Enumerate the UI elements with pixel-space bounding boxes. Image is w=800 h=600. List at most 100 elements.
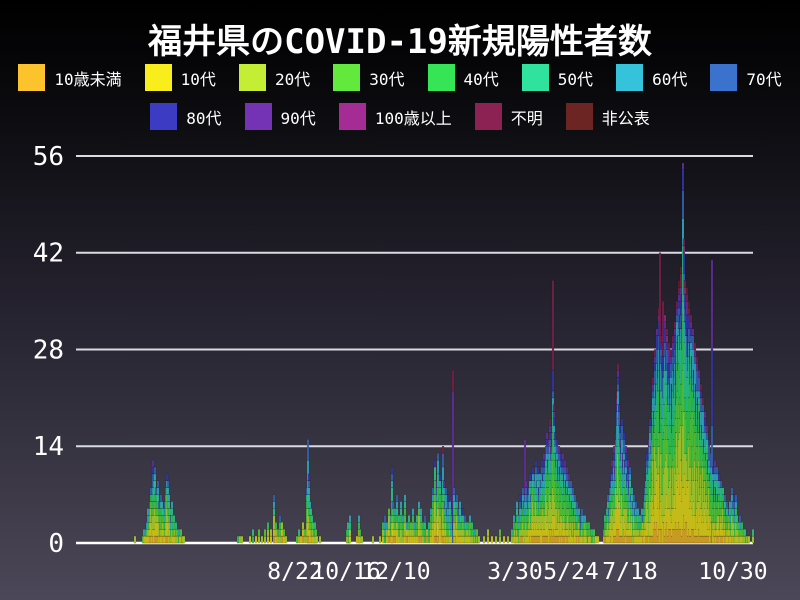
stacked-bar-segment (179, 528, 183, 537)
stacked-bar-segment (561, 459, 565, 468)
stacked-bar-segment (266, 535, 270, 544)
stacked-bar-segment (407, 515, 411, 523)
stacked-bar-segment (433, 480, 437, 495)
stacked-bar-segment (413, 535, 417, 544)
stacked-bar-segment (626, 473, 630, 482)
stacked-bar-segment (393, 528, 397, 537)
stacked-bar-segment (399, 501, 403, 509)
stacked-bar-segment (531, 480, 535, 488)
y-tick-14: 14 (33, 432, 64, 462)
stacked-bar-segment (393, 522, 397, 530)
stacked-bar-segment (436, 473, 440, 488)
stacked-bar-segment (459, 515, 463, 523)
stacked-bar-segment (397, 528, 401, 537)
stacked-bar-segment (620, 439, 624, 454)
stacked-bar-segment (436, 508, 440, 523)
stacked-bar-segment (357, 522, 361, 530)
stacked-bar-segment (687, 314, 691, 329)
stacked-bar-segment (399, 522, 403, 530)
stacked-bar-segment (407, 535, 411, 544)
stacked-bar-segment (730, 494, 734, 502)
stacked-bar-segment (603, 515, 607, 523)
stacked-bar-segment (456, 508, 460, 516)
stacked-bar-segment (551, 280, 555, 371)
stacked-bar-segment (399, 528, 403, 544)
stacked-bar-segment (307, 473, 311, 482)
stacked-bar-segment (717, 494, 721, 502)
stacked-bar-segment (156, 487, 160, 495)
stacked-bar-segment (348, 528, 352, 537)
stacked-bar-segment (421, 528, 425, 537)
stacked-bar-segment (385, 522, 389, 530)
x-tick-3/30: 3/30 (487, 559, 542, 585)
stacked-bar-segment (429, 535, 433, 544)
stacked-bar-segment (156, 480, 160, 488)
stacked-bar-segment (438, 515, 442, 530)
stacked-bar-segment (669, 363, 673, 378)
stacked-bar-segment (710, 349, 714, 426)
stacked-bar-segment (383, 522, 387, 530)
stacked-bar-segment (295, 535, 299, 544)
stacked-bar-segment (512, 515, 516, 523)
stacked-bar-segment (538, 473, 542, 482)
stacked-bar-segment (575, 515, 579, 523)
stacked-bar-segment (153, 466, 157, 475)
stacked-bar-segment (689, 342, 693, 350)
stacked-bar-segment (573, 494, 577, 502)
legend-item-80代: 80代 (150, 103, 222, 130)
stacked-bar-segment (415, 528, 419, 537)
stacked-bar-segment (645, 452, 649, 461)
stacked-bar-segment (596, 535, 600, 544)
stacked-bar-segment (587, 522, 591, 530)
stacked-bar-segment (397, 535, 401, 544)
stacked-bar-segment (466, 522, 470, 530)
stacked-bar-segment (612, 452, 616, 461)
stacked-bar-segment (307, 487, 311, 495)
stacked-bar-segment (240, 535, 244, 544)
stacked-bar-segment (461, 508, 465, 516)
stacked-bar-segment (685, 287, 689, 295)
stacked-bar-segment (409, 528, 413, 537)
stacked-bar-segment (436, 522, 440, 537)
stacked-bar-segment (606, 501, 610, 509)
y-tick-42: 42 (33, 239, 64, 269)
stacked-bar-segment (695, 370, 699, 392)
stacked-bar-segment (444, 487, 448, 495)
stacked-bar-segment (278, 522, 282, 530)
stacked-bar-segment (142, 528, 146, 537)
stacked-bar-segment (551, 370, 555, 392)
stacked-bar-segment (395, 501, 399, 509)
stacked-bar-segment (453, 501, 457, 509)
stacked-bar-segment (506, 535, 510, 544)
stacked-bar-segment (557, 446, 561, 454)
stacked-bar-segment (429, 515, 433, 523)
stacked-bar-segment (309, 508, 313, 516)
stacked-bar-segment (677, 300, 681, 309)
stacked-bar-segment (383, 515, 387, 523)
stacked-bar-segment (624, 446, 628, 454)
stacked-bar-segment (552, 418, 556, 426)
stacked-bar-segment (403, 501, 407, 509)
stacked-bar-segment (301, 522, 305, 530)
stacked-bar-segment (494, 535, 498, 544)
stacked-bar-segment (717, 480, 721, 488)
stacked-bar-segment (697, 397, 701, 405)
stacked-bar-segment (683, 287, 687, 295)
stacked-bar-segment (707, 446, 711, 461)
stacked-bar-segment (516, 515, 520, 523)
stacked-bar-segment (407, 528, 411, 537)
legend-row-2: 80代 90代 100歳以上 不明 非公表 (0, 103, 800, 130)
stacked-bar-segment (446, 501, 450, 509)
stacked-bar-segment (170, 515, 174, 523)
stacked-bar-segment (399, 515, 403, 523)
stacked-bar-segment (682, 245, 686, 253)
stacked-bar-segment (157, 501, 161, 509)
stacked-bar-segment (725, 501, 729, 509)
stacked-bar-segment (387, 535, 391, 544)
stacked-bar-segment (531, 473, 535, 482)
stacked-bar-segment (561, 452, 565, 461)
stacked-bar-segment (423, 522, 427, 530)
stacked-bar-segment (531, 466, 535, 475)
legend-label: 非公表 (601, 108, 650, 128)
stacked-bar-segment (592, 528, 596, 537)
